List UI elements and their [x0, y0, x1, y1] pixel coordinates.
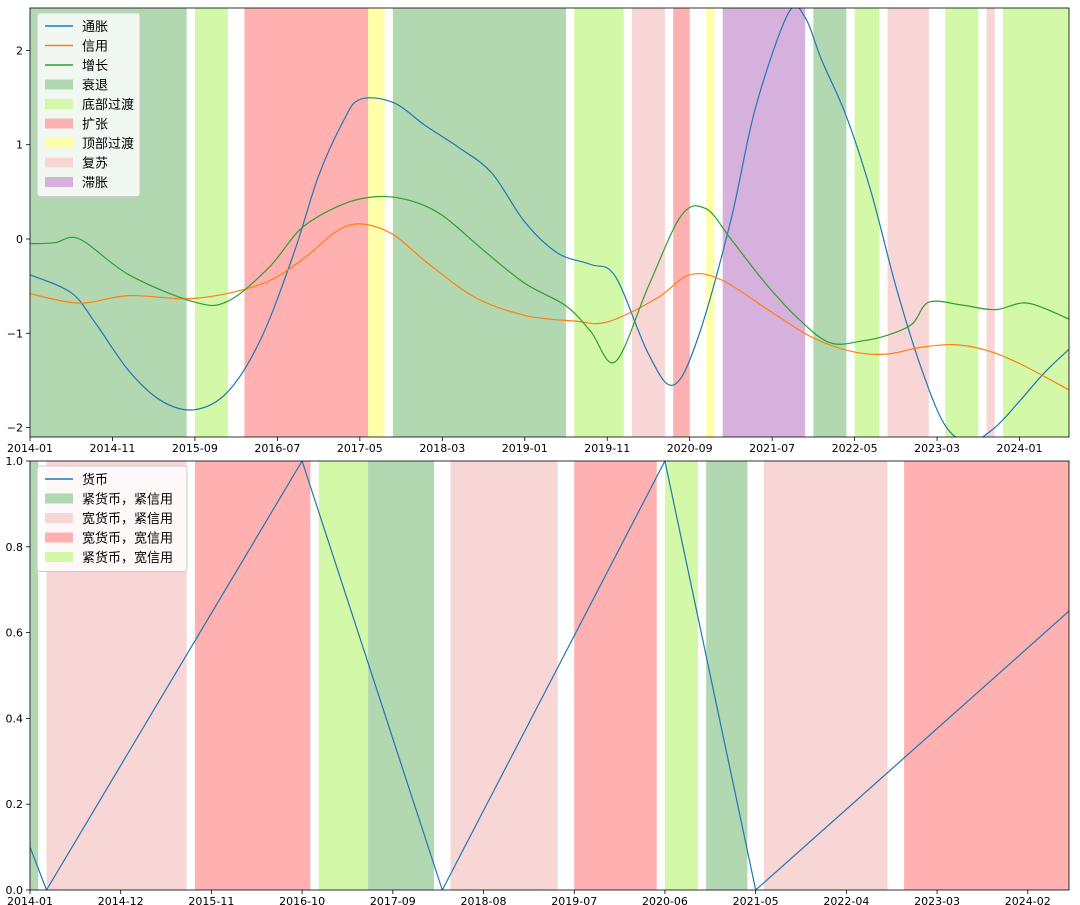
band-3-range-1 — [706, 8, 715, 437]
y-tick-label: 1.0 — [6, 455, 24, 468]
y-tick-label: 0 — [16, 233, 23, 246]
x-tick-label: 2019-07 — [551, 895, 597, 905]
legend-label: 衰退 — [82, 78, 108, 94]
series-lines — [30, 8, 1069, 437]
y-tick-label: 0.4 — [6, 712, 24, 725]
band-1-range-2 — [854, 8, 880, 437]
band-1-range-3 — [945, 8, 979, 437]
y-tick-label: 0.8 — [6, 541, 24, 554]
legend-box — [36, 12, 141, 197]
legend-label: 增长 — [82, 59, 108, 74]
legend-label: 滞胀 — [82, 176, 108, 191]
x-tick-label: 2019-01 — [502, 442, 548, 455]
series-line-0 — [30, 8, 1069, 437]
y-tick-label: 0.6 — [6, 627, 24, 640]
x-tick-label: 2014-01 — [7, 895, 53, 905]
legend-label: 宽货币，宽信用 — [82, 531, 173, 547]
legend-patch-swatch — [45, 532, 73, 543]
x-tick-label: 2021-07 — [749, 442, 795, 455]
band-0-range-2 — [813, 8, 847, 437]
band-4-range-2 — [986, 8, 995, 437]
x-tick-label: 2014-11 — [89, 442, 135, 455]
y-tick-label: 2 — [16, 44, 23, 57]
band-2-range-1 — [673, 8, 690, 437]
legend-patch-swatch — [45, 99, 73, 109]
legend-patch-swatch — [45, 513, 73, 523]
band-0-range-2 — [706, 461, 748, 890]
legend-patch-swatch — [45, 493, 73, 504]
legend-label: 底部过渡 — [82, 97, 134, 113]
band-0-range-1 — [392, 8, 566, 437]
axes-frame — [29, 7, 1070, 438]
x-tick-label: 2017-05 — [337, 442, 383, 455]
x-tick-label: 2017-09 — [370, 895, 416, 905]
band-1-range-1 — [574, 8, 624, 437]
x-tick-label: 2018-03 — [419, 442, 465, 455]
legend-label: 货币 — [82, 472, 108, 488]
legend-patch-swatch — [45, 177, 73, 187]
band-1-range-2 — [763, 461, 888, 890]
series-line-2 — [30, 195, 1069, 364]
band-2-range-0 — [194, 461, 311, 890]
bottom-chart-panel: 2014-01 2014-12 2015-11 2016-10 2017-09 2018-… — [6, 455, 1070, 905]
y-tick-label: −2 — [7, 422, 23, 435]
x-tick-label: 2022-04 — [823, 895, 869, 905]
x-tick-label: 2014-12 — [98, 895, 144, 905]
legend-label: 复苏 — [82, 156, 108, 172]
x-tick-label: 2020-06 — [642, 895, 688, 905]
legend-patch-swatch — [45, 118, 73, 129]
band-5-range-0 — [722, 8, 806, 437]
band-1-range-4 — [1003, 8, 1069, 437]
y-tick-label: 0.2 — [6, 798, 24, 811]
x-tick-label: 2023-03 — [914, 895, 960, 905]
x-tick-label: 2022-05 — [832, 442, 878, 455]
x-tick-label: 2021-05 — [733, 895, 779, 905]
legend-box — [36, 465, 188, 572]
legend-patch-swatch — [45, 79, 73, 90]
legend-label: 顶部过渡 — [82, 136, 134, 152]
band-1-range-1 — [450, 461, 558, 890]
band-1-range-0 — [194, 8, 228, 437]
band-3-range-0 — [318, 461, 369, 890]
x-tick-label: 2019-11 — [584, 442, 630, 455]
band-2-range-2 — [904, 461, 1069, 890]
x-tick-label: 2015-11 — [188, 895, 234, 905]
x-tick-label: 2014-01 — [7, 442, 53, 455]
legend-patch-swatch — [45, 552, 73, 562]
x-tick-label: 2024-01 — [997, 442, 1043, 455]
legend-label: 紧货币，紧信用 — [82, 492, 173, 508]
x-tick-label: 2016-10 — [279, 895, 325, 905]
x-tick-label: 2016-07 — [254, 442, 300, 455]
legend-patch-swatch — [45, 138, 73, 148]
x-tick-label: 2024-02 — [1005, 895, 1051, 905]
legend-label: 紧货币，宽信用 — [82, 550, 173, 566]
band-2-range-0 — [244, 8, 385, 437]
y-tick-label: 0.0 — [6, 884, 24, 897]
regime-bands — [30, 8, 1069, 437]
x-tick-label: 2020-09 — [667, 442, 713, 455]
top-chart-panel: 2014-01 2014-11 2015-09 2016-07 2017-05 2018-… — [7, 7, 1070, 455]
band-4-range-0 — [631, 8, 665, 437]
legend-label: 宽货币，紧信用 — [82, 511, 173, 527]
legend-label: 信用 — [82, 40, 108, 55]
band-4-range-1 — [887, 8, 929, 437]
band-2-range-1 — [574, 461, 657, 890]
y-tick-label: −1 — [7, 327, 23, 340]
axes-frame — [29, 460, 1070, 891]
x-tick-label: 2015-09 — [172, 442, 218, 455]
band-0-range-0 — [30, 461, 39, 890]
series-line-1 — [30, 223, 1069, 391]
y-tick-label: 1 — [16, 139, 23, 152]
legend-label: 通胀 — [82, 20, 108, 35]
legend-label: 扩张 — [82, 118, 108, 133]
x-tick-label: 2023-03 — [914, 442, 960, 455]
band-3-range-0 — [368, 8, 385, 437]
x-tick-label: 2018-08 — [461, 895, 507, 905]
legend-patch-swatch — [45, 157, 73, 168]
band-3-range-1 — [664, 461, 698, 890]
